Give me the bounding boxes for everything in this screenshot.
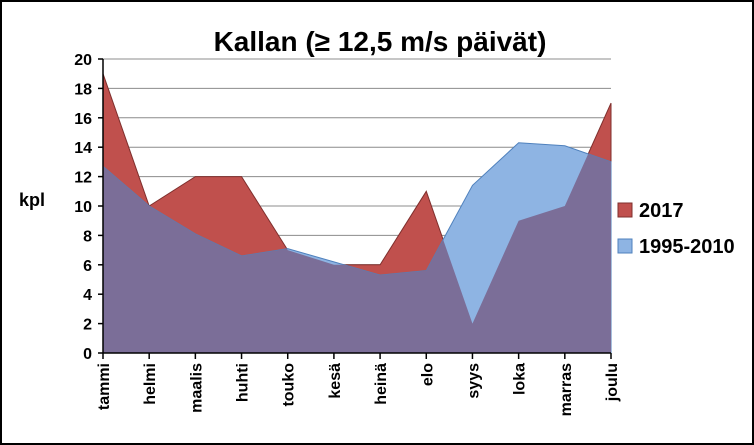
legend-label-0: 2017 (639, 200, 684, 222)
plot-areas (102, 73, 612, 354)
y-tick-label-8: 16 (74, 111, 92, 128)
x-tick-label-elo: elo (419, 363, 436, 386)
y-tick-label-0: 0 (83, 346, 92, 363)
legend-swatch-1 (617, 238, 633, 254)
x-tick-label-heinä: heinä (373, 363, 390, 405)
y-tick-label-2: 4 (83, 287, 92, 304)
legend-label-1: 1995-2010 (639, 236, 735, 258)
chart-title: Kallan (≥ 12,5 m/s päivät) (214, 26, 547, 57)
y-tick-label-10: 20 (74, 52, 92, 69)
x-tick-label-maalis: maalis (188, 363, 205, 413)
x-tick-label-joulu: joulu (604, 363, 621, 402)
x-tick-label-loka: loka (512, 363, 529, 395)
x-tick-label-helmi: helmi (142, 363, 159, 405)
x-tick-label-touko: touko (281, 363, 298, 407)
legend-swatch-0 (617, 202, 633, 218)
x-tick-label-marras: marras (558, 363, 575, 416)
y-tick-label-7: 14 (74, 140, 92, 157)
y-tick-label-6: 12 (74, 170, 92, 187)
x-tick-label-syys: syys (465, 363, 482, 399)
axes: 0 2 4 6 8 10 12 14 16 18 20 tammi helmi maalis huhti to… (74, 52, 621, 416)
y-tick-label-1: 2 (83, 317, 92, 334)
y-tick-label-4: 8 (83, 228, 92, 245)
legend: 2017 1995-2010 (617, 200, 735, 258)
y-tick-label-5: 10 (74, 199, 92, 216)
x-tick-label-kesä: kesä (327, 363, 344, 399)
x-tick-label-huhti: huhti (235, 363, 252, 402)
y-tick-label-3: 6 (83, 258, 92, 275)
y-tick-label-9: 18 (74, 81, 92, 98)
y-axis-label: kpl (19, 190, 45, 210)
x-tick-label-tammi: tammi (96, 363, 113, 410)
